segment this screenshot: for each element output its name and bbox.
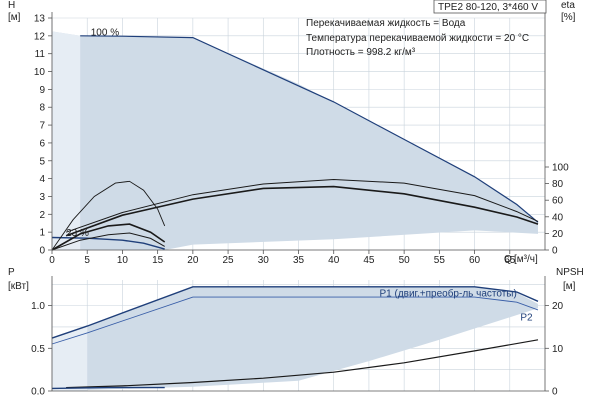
npsh-tick-label: 20 bbox=[552, 301, 564, 312]
power-tick-label: 0.5 bbox=[31, 344, 45, 355]
head-tick-label: 4 bbox=[39, 174, 45, 185]
speed-annotation: 23 % bbox=[66, 228, 89, 239]
head-chart-curves bbox=[51, 35, 539, 251]
density-label: Плотность = 998.2 кг/м³ bbox=[306, 47, 416, 58]
power-chart-annotations: P1 (двиг.+преобр-ль частоты) P2 bbox=[379, 288, 533, 324]
flow-tick-label: 30 bbox=[258, 255, 270, 266]
power-tick-label: 0.0 bbox=[31, 387, 45, 398]
head-tick-label: 0 bbox=[39, 246, 45, 257]
power-chart-tick-labels: 0.0 0.5 1.0 0 10 20 bbox=[31, 301, 563, 397]
eta-tick-label: 20 bbox=[552, 229, 564, 240]
power-chart-curves bbox=[51, 286, 539, 390]
curve-NPSH bbox=[66, 339, 539, 389]
curve-head_max bbox=[80, 35, 539, 223]
flow-tick-label: 10 bbox=[117, 255, 129, 266]
head-chart-annotations: 100 % 23 % bbox=[66, 27, 119, 239]
flow-tick-label: 55 bbox=[434, 255, 446, 266]
head-tick-label: 11 bbox=[35, 49, 46, 60]
temperature-label: Температура перекачиваемой жидкости = 20… bbox=[306, 33, 529, 44]
power-curve-label: P1 (двиг.+преобр-ль частоты) bbox=[379, 288, 516, 300]
head-tick-label: 3 bbox=[39, 192, 45, 203]
head-tick-label: 7 bbox=[39, 121, 45, 132]
head-axis-unit: [м] bbox=[8, 12, 21, 23]
head-tick-label: 8 bbox=[39, 103, 45, 114]
eta-axis-title: eta bbox=[561, 0, 575, 11]
flow-tick-label: 40 bbox=[328, 255, 340, 266]
npsh-tick-label: 0 bbox=[552, 387, 558, 398]
power-axis-unit: [кВт] bbox=[8, 281, 29, 292]
model-box bbox=[433, 0, 547, 14]
flow-axis-title: Q bbox=[504, 254, 512, 265]
flow-axis-unit: [м³/ч] bbox=[514, 254, 538, 265]
head-axis-title: H bbox=[8, 0, 15, 11]
flow-tick-label: 35 bbox=[293, 255, 305, 266]
head-region-left-band bbox=[52, 31, 81, 251]
npsh-tick-label: 10 bbox=[552, 344, 564, 355]
curve-P2 bbox=[51, 296, 539, 345]
speed-annotation: 100 % bbox=[91, 27, 119, 38]
power-region-area bbox=[52, 286, 538, 391]
flow-tick-label: 5 bbox=[84, 255, 90, 266]
head-tick-label: 9 bbox=[39, 85, 45, 96]
eta-axis-unit: [%] bbox=[561, 12, 576, 23]
head-tick-label: 6 bbox=[39, 138, 45, 149]
head-tick-label: 10 bbox=[34, 67, 46, 78]
npsh-axis-unit: [м] bbox=[563, 281, 576, 292]
flow-tick-label: 45 bbox=[363, 255, 375, 266]
curve-head_min bbox=[51, 236, 165, 250]
flow-tick-label: 20 bbox=[187, 255, 199, 266]
curve-P1 bbox=[51, 286, 539, 339]
head-tick-label: 2 bbox=[39, 210, 45, 221]
eta-tick-label: 0 bbox=[552, 246, 558, 257]
flow-tick-label: 25 bbox=[223, 255, 235, 266]
curve-eta_min_curve bbox=[51, 223, 166, 251]
curve-P_min bbox=[51, 386, 165, 390]
head-tick-label: 12 bbox=[34, 31, 46, 42]
curve-eta_inner_curve bbox=[51, 180, 166, 251]
flow-tick-label: 0 bbox=[49, 255, 55, 266]
eta-tick-label: 40 bbox=[552, 212, 564, 223]
head-operating-region bbox=[52, 31, 538, 251]
power-axis-title: P bbox=[8, 267, 15, 278]
curve-low_curve bbox=[51, 232, 165, 251]
head-tick-label: 13 bbox=[34, 14, 46, 25]
eta-tick-label: 60 bbox=[552, 196, 564, 207]
power-region-left-band bbox=[52, 326, 88, 391]
eta-tick-label: 100 bbox=[552, 163, 569, 174]
npsh-axis-title: NPSH bbox=[556, 267, 584, 278]
head-region-area bbox=[52, 31, 538, 251]
power-operating-region bbox=[52, 286, 538, 391]
flow-tick-label: 60 bbox=[469, 255, 481, 266]
power-chart-axes bbox=[51, 276, 546, 392]
flow-tick-label: 50 bbox=[399, 255, 411, 266]
curve-head_upper bbox=[65, 185, 539, 237]
model-label: TPE2 80-120, 3*460 V bbox=[438, 2, 538, 13]
flow-tick-label: 65 bbox=[504, 255, 516, 266]
head-tick-label: 1 bbox=[39, 228, 45, 239]
flow-tick-label: 15 bbox=[152, 255, 164, 266]
power-tick-label: 1.0 bbox=[31, 301, 45, 312]
eta-tick-label: 80 bbox=[552, 179, 564, 190]
power-curve-label: P2 bbox=[520, 313, 533, 324]
curve-eta_outer bbox=[65, 178, 539, 233]
head-tick-label: 5 bbox=[39, 156, 45, 167]
fluid-label: Перекачиваемая жидкость = Вода bbox=[306, 18, 466, 29]
